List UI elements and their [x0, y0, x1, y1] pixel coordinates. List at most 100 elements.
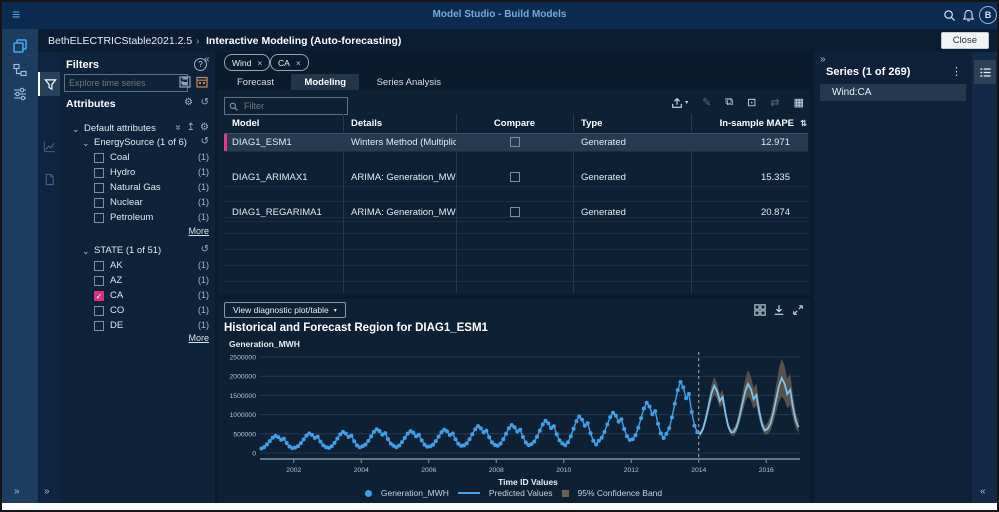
legend-label: Generation_MWH	[381, 488, 449, 498]
checkbox-petroleum[interactable]	[94, 213, 104, 223]
settings-sliders-icon[interactable]	[13, 87, 27, 101]
legend-line-marker	[458, 492, 480, 494]
filter-item-count: (1)	[198, 305, 209, 315]
save-icon[interactable]: ⊡	[747, 96, 756, 109]
tag-ca[interactable]: CA ×	[270, 54, 309, 71]
column-compare[interactable]: Compare	[456, 114, 573, 133]
state-more-link[interactable]: More	[188, 333, 209, 343]
table-row[interactable]: DIAG1_ESM1 Winters Method (Multiplicati.…	[224, 134, 808, 152]
forecast-chart[interactable]: 0500000100000015000002000000250000020022…	[220, 347, 808, 475]
filters-tab-icon[interactable]	[38, 72, 60, 96]
legend-dot-marker	[365, 490, 372, 497]
checkbox-coal[interactable]	[94, 153, 104, 163]
series-panel-title: Series (1 of 269)	[826, 66, 910, 78]
tag-close-icon[interactable]: ×	[296, 58, 301, 68]
checkbox-hydro[interactable]	[94, 168, 104, 178]
compare-icon[interactable]: ⇄	[770, 96, 779, 109]
cell-details: Winters Method (Multiplicati...	[343, 134, 456, 151]
svg-text:2016: 2016	[759, 467, 774, 474]
expand-chart-icon[interactable]	[792, 304, 804, 316]
columns-icon[interactable]: ▦	[794, 96, 804, 109]
state-group-label[interactable]: STATE (1 of 51)	[94, 245, 161, 256]
energysource-group-label[interactable]: EnergySource (1 of 6)	[94, 137, 187, 148]
table-filter-input[interactable]	[242, 100, 347, 112]
filter-item-count: (1)	[198, 182, 209, 192]
close-button[interactable]: Close	[941, 32, 989, 49]
checkbox-az[interactable]	[94, 276, 104, 286]
attributes-reset-icon[interactable]: ↺	[201, 97, 209, 108]
view-diagnostic-label: View diagnostic plot/table	[233, 305, 329, 315]
legend-label: Predicted Values	[489, 488, 553, 498]
filter-item-label: Natural Gas	[110, 182, 161, 193]
group-gear-icon[interactable]: ⚙	[200, 122, 209, 133]
sort-icon[interactable]: ⇅	[800, 114, 807, 133]
cell-type: Generated	[573, 134, 691, 151]
cell-compare	[456, 134, 573, 151]
explore-series-input[interactable]	[65, 78, 180, 88]
export-icon[interactable]: ▾	[671, 97, 688, 109]
document-tab-icon[interactable]	[38, 167, 60, 191]
compare-checkbox[interactable]	[510, 172, 520, 182]
calendar-filter-icon[interactable]	[196, 76, 208, 88]
default-attributes-chevron-icon[interactable]: ⌄	[72, 124, 80, 135]
table-filter-box[interactable]	[224, 97, 348, 115]
collapse-filters-icon[interactable]: «	[204, 54, 210, 65]
collapse-right-rail-icon[interactable]: «	[980, 486, 986, 497]
collapse-all-icon[interactable]: »	[173, 125, 184, 131]
collapse-series-panel-icon[interactable]: »	[820, 54, 826, 65]
breadcrumb-project[interactable]: BethELECTRICStable2021.2.5	[48, 35, 192, 47]
checkbox-de[interactable]	[94, 321, 104, 331]
checkbox-nuclear[interactable]	[94, 198, 104, 208]
attributes-gear-icon[interactable]: ⚙	[184, 97, 193, 108]
saved-filter-icon[interactable]	[179, 76, 191, 88]
tag-label: CA	[278, 58, 290, 68]
state-chevron-icon[interactable]: ⌄	[82, 246, 90, 257]
checkbox-ak[interactable]	[94, 261, 104, 271]
filter-item-label: Coal	[110, 152, 130, 163]
checkbox-co[interactable]	[94, 306, 104, 316]
grid-view-icon[interactable]	[754, 304, 766, 316]
expand-panel-icon[interactable]: »	[44, 486, 50, 497]
tag-close-icon[interactable]: ×	[257, 58, 262, 68]
checkbox-ca[interactable]: ✓	[94, 291, 104, 301]
tag-wind[interactable]: Wind ×	[224, 54, 270, 71]
svg-text:1000000: 1000000	[230, 412, 257, 419]
checkbox-natural-gas[interactable]	[94, 183, 104, 193]
flow-icon[interactable]	[13, 63, 27, 77]
series-list-icon[interactable]	[974, 60, 996, 84]
series-menu-icon[interactable]: ⋮	[951, 65, 962, 78]
copy-icon[interactable]: ⧉	[725, 96, 733, 109]
filter-item-label: Petroleum	[110, 212, 153, 223]
default-attributes-label[interactable]: Default attributes	[84, 123, 156, 134]
pin-attributes-icon[interactable]: ↥	[187, 122, 195, 133]
explore-series-combobox[interactable]: ▾	[64, 74, 188, 92]
main-content: Wind × CA × Forecast Modeling Series Ana…	[217, 52, 810, 503]
pipelines-icon[interactable]	[13, 39, 27, 53]
edit-icon[interactable]: ✎	[702, 96, 711, 109]
column-details[interactable]: Details	[343, 114, 456, 133]
user-avatar[interactable]: B	[979, 6, 997, 24]
chart-legend: Generation_MWH Predicted Values 95% Conf…	[217, 488, 810, 498]
notifications-bell-icon[interactable]	[962, 9, 975, 22]
state-reset-icon[interactable]: ↺	[201, 244, 209, 255]
energysource-reset-icon[interactable]: ↺	[201, 136, 209, 147]
table-row[interactable]: DIAG1_ARIMAX1 ARIMA: Generation_MWH ... …	[224, 169, 808, 187]
view-diagnostic-button[interactable]: View diagnostic plot/table ▾	[224, 302, 346, 318]
energysource-more-link[interactable]: More	[188, 226, 209, 236]
column-model[interactable]: Model	[224, 114, 343, 133]
compare-checkbox[interactable]	[510, 137, 520, 147]
chart-tab-icon[interactable]	[38, 134, 60, 158]
series-item-wind-ca[interactable]: Wind:CA	[820, 84, 966, 101]
svg-text:2004: 2004	[354, 467, 369, 474]
filter-item-label: AK	[110, 260, 123, 271]
search-icon[interactable]	[943, 9, 956, 22]
energysource-chevron-icon[interactable]: ⌄	[82, 138, 90, 149]
download-icon[interactable]	[773, 304, 785, 316]
filter-search-icon	[225, 102, 242, 111]
panel-nav-rail: »	[38, 52, 60, 503]
chart-title: Historical and Forecast Region for DIAG1…	[224, 322, 488, 334]
svg-text:2500000: 2500000	[230, 355, 257, 362]
expand-rail-icon[interactable]: »	[14, 486, 20, 497]
column-type[interactable]: Type	[573, 114, 691, 133]
column-mape[interactable]: In-sample MAPE⇅	[691, 114, 808, 133]
